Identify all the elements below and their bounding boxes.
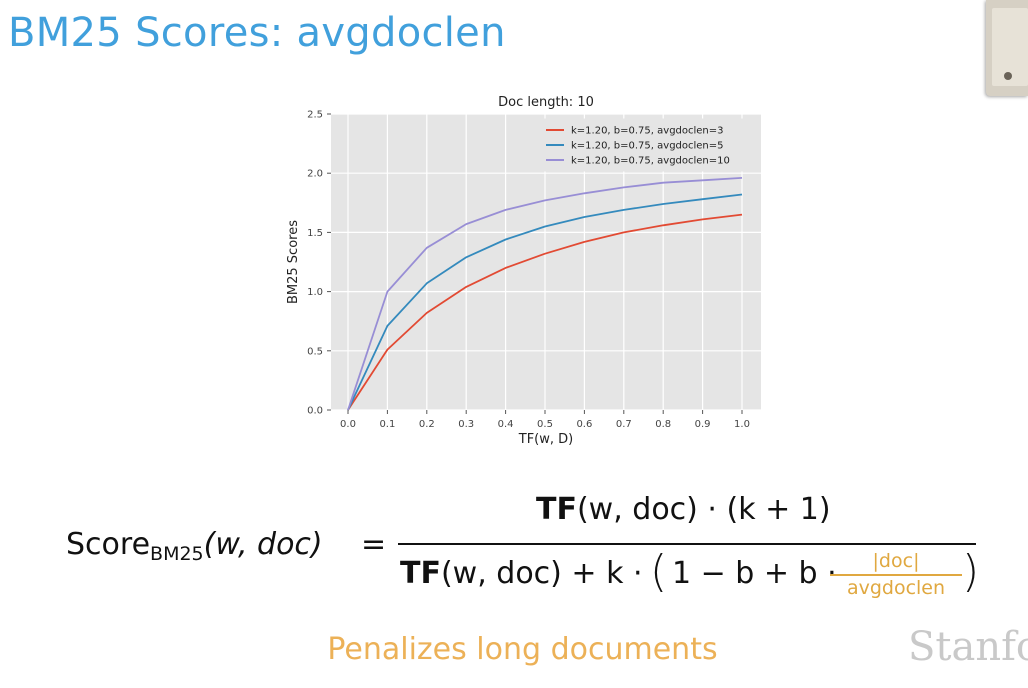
slide-title: BM25 Scores: avgdoclen	[8, 10, 506, 56]
y-tick-label: 2.0	[307, 169, 323, 180]
formula-lhs: ScoreBM25(w, doc)	[66, 527, 323, 565]
denominator-tf: TF	[400, 556, 441, 591]
score-subscript: BM25	[150, 543, 204, 565]
score-args: (w, doc)	[203, 527, 323, 562]
series-line-3	[347, 177, 743, 411]
x-axis-label: TF(w, D)	[518, 432, 573, 447]
y-tick-label: 2.5	[307, 110, 323, 121]
x-ticks: 0.0 0.1 0.2 0.3 0.4 0.5 0.6 0.7 0.8 0.9 1.0	[340, 410, 750, 430]
y-tick-label: 0.0	[307, 406, 323, 417]
camera-thumbnail	[986, 0, 1028, 96]
score-symbol: Score	[66, 527, 151, 562]
y-tick-label: 1.5	[307, 228, 323, 239]
denominator-lead: TF(w, doc) + k ·	[400, 556, 643, 591]
x-tick-label: 0.6	[576, 419, 592, 430]
equals-sign: =	[361, 527, 387, 562]
doclen-numerator: |doc|	[872, 550, 920, 572]
x-tick-label: 0.8	[655, 419, 671, 430]
series-line-2	[347, 193, 743, 411]
legend-label-3: k=1.20, b=0.75, avgdoclen=10	[571, 156, 730, 167]
doclen-fraction-bar	[830, 574, 962, 576]
x-tick-label: 0.0	[340, 419, 356, 430]
series-group	[347, 177, 743, 411]
tagline: Penalizes long documents	[327, 632, 718, 667]
doclen-fraction: |doc| avgdoclen	[830, 550, 962, 599]
x-tick-label: 0.5	[537, 419, 553, 430]
series-line-1	[347, 213, 743, 411]
fraction-bar	[398, 543, 976, 545]
x-tick-label: 0.9	[695, 419, 711, 430]
formula-numerator: TF(w, doc) · (k + 1)	[536, 492, 831, 527]
y-ticks: 0.0 0.5 1.0 1.5 2.0 2.5	[307, 110, 331, 417]
legend-label-2: k=1.20, b=0.75, avgdoclen=5	[571, 141, 724, 152]
y-axis-label: BM25 Scores	[286, 220, 301, 304]
denominator-inner: 1 − b + b ·	[672, 556, 837, 591]
doclen-denominator: avgdoclen	[846, 576, 946, 599]
numerator-tf: TF	[536, 492, 577, 527]
x-tick-label: 0.2	[419, 419, 435, 430]
y-tick-label: 1.0	[307, 287, 323, 298]
chart-title: Doc length: 10	[498, 95, 594, 110]
door-knob-icon	[1004, 72, 1012, 80]
numerator-rest: (w, doc) · (k + 1)	[576, 492, 831, 527]
legend-box	[537, 118, 757, 172]
paren-close: )	[962, 546, 980, 597]
chart-legend: k=1.20, b=0.75, avgdoclen=3 k=1.20, b=0.7…	[537, 118, 757, 172]
bm25-line-chart: 0.0 0.1 0.2 0.3 0.4 0.5 0.6 0.7 0.8 0.9 1.0 0.0 0.5…	[286, 95, 761, 447]
x-tick-label: 0.4	[498, 419, 514, 430]
x-tick-label: 0.1	[379, 419, 395, 430]
y-tick-label: 0.5	[307, 346, 323, 357]
x-tick-label: 1.0	[734, 419, 750, 430]
x-tick-label: 0.3	[458, 419, 474, 430]
stanford-watermark: Stanfo	[908, 624, 1028, 670]
paren-open: (	[650, 546, 668, 597]
x-tick-label: 0.7	[616, 419, 632, 430]
denominator-rest: (w, doc) + k ·	[440, 556, 643, 591]
legend-label-1: k=1.20, b=0.75, avgdoclen=3	[571, 126, 724, 137]
